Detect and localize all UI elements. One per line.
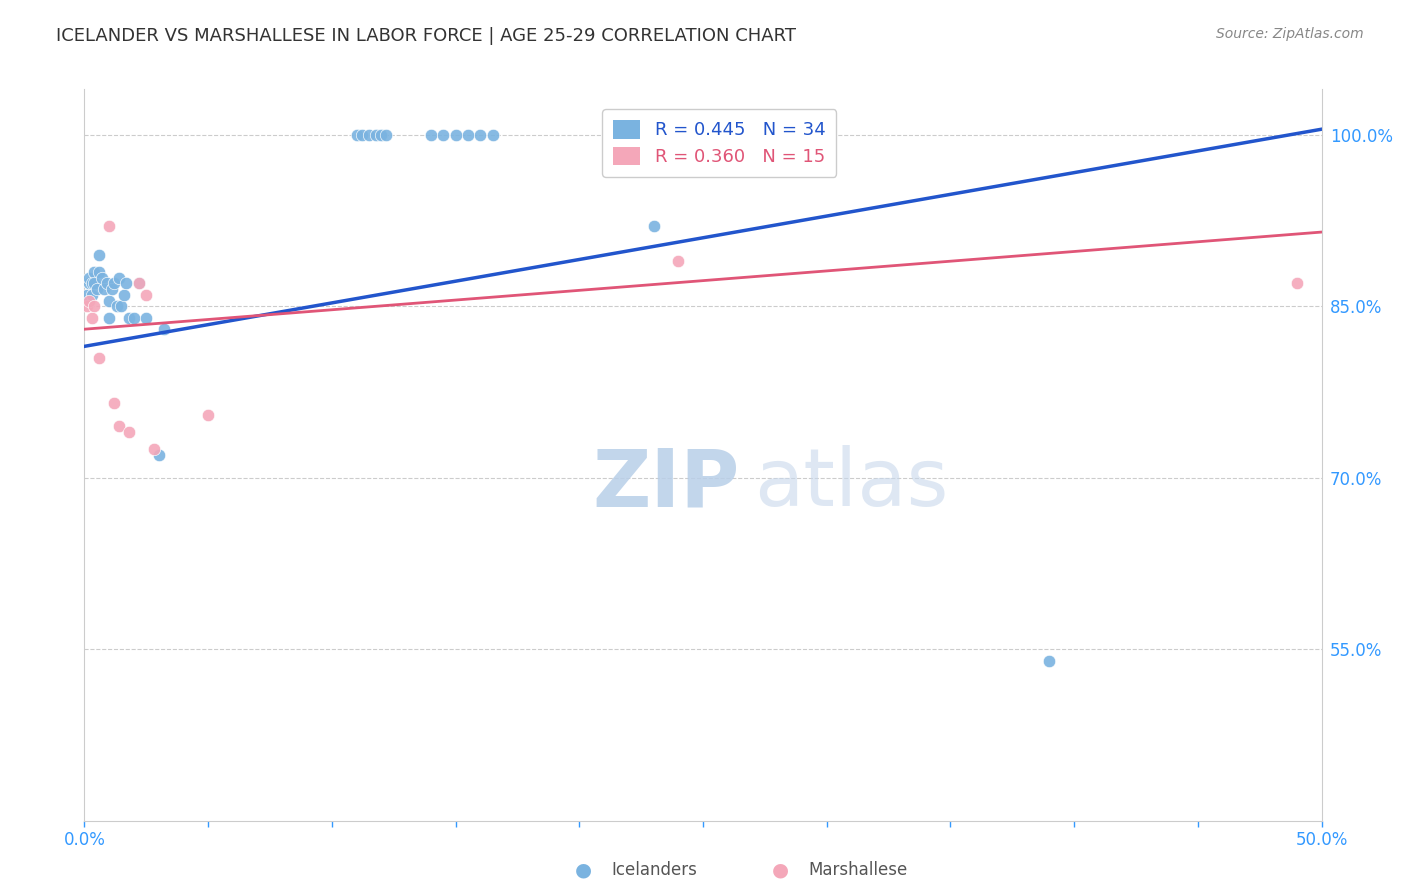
Point <box>1285 277 1308 291</box>
Point <box>643 219 665 234</box>
Point <box>481 128 503 142</box>
Point <box>90 270 112 285</box>
Point <box>357 128 380 142</box>
Point <box>148 448 170 462</box>
Point <box>93 282 115 296</box>
Point <box>197 408 219 422</box>
Point <box>89 351 111 365</box>
Point <box>79 293 101 308</box>
Point <box>86 282 108 296</box>
Point <box>103 277 125 291</box>
Point <box>366 128 388 142</box>
Point <box>79 270 101 285</box>
Point <box>96 277 118 291</box>
Point <box>142 442 165 457</box>
Text: Source: ZipAtlas.com: Source: ZipAtlas.com <box>1216 27 1364 41</box>
Point <box>80 277 103 291</box>
Point <box>118 425 141 439</box>
Point <box>135 310 157 325</box>
Text: ICELANDER VS MARSHALLESE IN LABOR FORCE | AGE 25-29 CORRELATION CHART: ICELANDER VS MARSHALLESE IN LABOR FORCE … <box>56 27 796 45</box>
Point <box>122 310 145 325</box>
Point <box>118 310 141 325</box>
Point <box>83 299 105 313</box>
Point <box>105 299 128 313</box>
Point <box>112 288 135 302</box>
Point <box>108 270 131 285</box>
Point <box>89 248 111 262</box>
Text: ZIP: ZIP <box>592 445 740 524</box>
Point <box>370 128 392 142</box>
Point <box>470 128 492 142</box>
Text: ●: ● <box>772 860 789 880</box>
Point <box>115 277 138 291</box>
Point <box>128 277 150 291</box>
Point <box>128 277 150 291</box>
Point <box>108 419 131 434</box>
Point <box>110 299 132 313</box>
Point <box>152 322 174 336</box>
Point <box>76 299 98 313</box>
Point <box>444 128 467 142</box>
Point <box>419 128 441 142</box>
Point <box>346 128 368 142</box>
Point <box>135 288 157 302</box>
Point <box>98 219 121 234</box>
Text: Icelanders: Icelanders <box>612 861 697 879</box>
Point <box>432 128 454 142</box>
Point <box>76 288 98 302</box>
Point <box>98 310 121 325</box>
Point <box>80 310 103 325</box>
Point <box>350 128 373 142</box>
Point <box>89 265 111 279</box>
Point <box>375 128 398 142</box>
Text: atlas: atlas <box>754 445 949 524</box>
Point <box>83 277 105 291</box>
Point <box>83 265 105 279</box>
Point <box>457 128 479 142</box>
Point <box>80 288 103 302</box>
Point <box>1038 654 1060 668</box>
Point <box>666 253 689 268</box>
Point <box>103 396 125 410</box>
Legend: R = 0.445   N = 34, R = 0.360   N = 15: R = 0.445 N = 34, R = 0.360 N = 15 <box>602 109 837 177</box>
Point <box>100 282 122 296</box>
Text: ●: ● <box>575 860 592 880</box>
Point <box>98 293 121 308</box>
Text: Marshallese: Marshallese <box>808 861 908 879</box>
Point <box>79 277 101 291</box>
